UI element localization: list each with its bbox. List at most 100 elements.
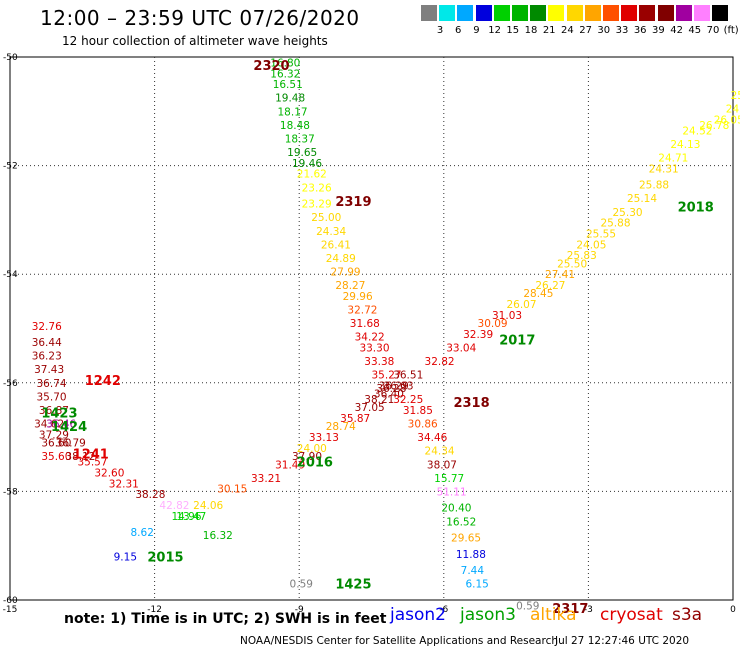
track-time-label: 2016 xyxy=(297,456,333,471)
scale-swatch xyxy=(548,5,565,21)
y-tick-label: -60 xyxy=(3,596,18,606)
wave-height-label: 25.50 xyxy=(557,258,587,270)
scale-swatch xyxy=(603,5,619,21)
wave-height-label: 36.03 xyxy=(384,381,414,393)
wave-height-label: 30.15 xyxy=(217,484,247,496)
satellite-label-jason3: jason3 xyxy=(460,605,516,625)
scale-label: 42 xyxy=(670,25,683,36)
wave-height-label: 26.07 xyxy=(506,299,536,311)
wave-height-label: 33.13 xyxy=(309,432,339,444)
chart-subtitle: 12 hour collection of altimeter wave hei… xyxy=(62,34,328,48)
wave-height-label: 34.62 xyxy=(34,419,64,431)
wave-height-label: 8.62 xyxy=(131,527,154,539)
wave-height-label: 33.04 xyxy=(446,343,476,355)
timestamp: Jul 27 12:27:46 UTC 2020 xyxy=(555,635,690,647)
wave-height-label: 36.46 xyxy=(46,419,76,431)
wave-height-label: 7.44 xyxy=(461,565,485,577)
wave-height-label: 38.21 xyxy=(364,394,394,406)
wave-height-label: 24.89 xyxy=(326,253,356,265)
track-time-label: 2015 xyxy=(147,551,183,566)
wave-height-label: 25.88 xyxy=(600,218,630,230)
satellite-label-jason2: jason2 xyxy=(390,605,446,625)
wave-height-label: 33.30 xyxy=(359,343,389,355)
wave-height-label: 9.15 xyxy=(114,552,137,564)
wave-height-label: 33.38 xyxy=(364,356,394,368)
track-time-label: 2017 xyxy=(499,333,535,348)
wave-height-label: 11.88 xyxy=(456,549,486,561)
y-tick-label: -52 xyxy=(3,162,18,172)
wave-height-label: 35.27 xyxy=(372,370,402,382)
scale-label: 36 xyxy=(633,25,647,36)
wave-height-label: 25.83 xyxy=(567,250,597,262)
wave-height-label: 35.57 xyxy=(77,457,107,469)
wave-height-label: 35.60 xyxy=(41,451,71,463)
wave-height-label: 51.11 xyxy=(437,486,467,498)
wave-height-label: 36.29 xyxy=(379,381,409,393)
scale-label: 18 xyxy=(524,25,538,36)
track-time-label: 2317 xyxy=(552,602,588,617)
scale-swatch xyxy=(512,5,528,21)
wave-height-label: 24.34 xyxy=(316,226,346,238)
chart-title: 12:00 – 23:59 UTC 07/26/2020 xyxy=(40,6,360,30)
scale-swatch xyxy=(439,5,456,21)
y-tick-label: -56 xyxy=(3,379,18,389)
scale-label: 6 xyxy=(455,25,462,36)
wave-height-label: 26.78 xyxy=(699,120,729,132)
wave-height-label: 32.82 xyxy=(425,356,455,368)
wave-height-label: 32.72 xyxy=(347,304,377,316)
wave-height-label: 18.48 xyxy=(280,120,310,132)
wave-height-label: 36.28 xyxy=(376,383,406,395)
scale-label: 30 xyxy=(597,25,611,36)
wave-height-label: 25.14 xyxy=(627,193,657,205)
wave-height-label: 36.87 xyxy=(39,405,69,417)
x-tick-label: -6 xyxy=(439,605,448,615)
wave-height-label: 14.96 xyxy=(171,511,201,523)
wave-height-label: 36.23 xyxy=(32,351,62,363)
scale-swatch xyxy=(621,5,638,21)
wave-height-label: 30.86 xyxy=(408,419,438,431)
scale-label: 24 xyxy=(561,25,574,36)
track-time-label: 2320 xyxy=(253,59,289,74)
wave-height-label: 24.34 xyxy=(425,446,455,458)
wave-height-label: 27.41 xyxy=(545,269,575,281)
scale-label: 27 xyxy=(579,25,592,36)
x-tick-label: -12 xyxy=(147,605,162,615)
wave-height-label: 36.51 xyxy=(393,370,423,382)
wave-height-label: 26.05 xyxy=(714,114,740,126)
wave-height-label: 23.29 xyxy=(302,199,332,211)
wave-height-label: 38.12 xyxy=(65,451,95,463)
wave-height-label: 26.27 xyxy=(535,280,565,292)
wave-height-label: 16.80 xyxy=(270,57,300,69)
scale-swatch xyxy=(493,5,510,21)
wave-height-label: 24.05 xyxy=(576,239,606,251)
x-tick-label: -9 xyxy=(295,605,304,615)
wave-height-label: 37.43 xyxy=(34,364,64,376)
satellite-label-cryosat: cryosat xyxy=(600,605,663,625)
scale-label: 45 xyxy=(688,25,702,36)
scale-swatch xyxy=(712,5,729,21)
wave-height-label: 16.32 xyxy=(270,68,300,80)
track-time-label: 1242 xyxy=(85,374,121,389)
x-tick-label: -15 xyxy=(3,605,18,615)
wave-height-label: 37.05 xyxy=(355,402,385,414)
scale-swatch xyxy=(530,5,547,21)
wave-height-label: 32.60 xyxy=(94,467,124,479)
y-tick-label: -50 xyxy=(3,53,18,63)
wave-height-label: 24.06 xyxy=(193,500,223,512)
scale-label: 3 xyxy=(436,25,444,36)
track-time-label: 2319 xyxy=(335,195,371,210)
scale-swatch xyxy=(657,5,674,21)
scale-label: 21 xyxy=(542,25,556,36)
wave-height-label: 31.49 xyxy=(275,459,305,471)
wave-height-label: 31.68 xyxy=(350,318,380,330)
scale-swatch xyxy=(421,5,437,21)
y-tick-label: -54 xyxy=(3,270,18,280)
scale-swatch xyxy=(457,5,474,21)
wave-height-label: 21.62 xyxy=(297,169,327,181)
track-time-label: 1241 xyxy=(73,447,109,462)
scale-swatch xyxy=(694,5,710,21)
wave-height-label: 31.03 xyxy=(492,310,522,322)
wave-height-label: 29.65 xyxy=(451,533,481,545)
scale-swatch xyxy=(639,5,656,21)
x-tick-label: -3 xyxy=(584,605,593,615)
